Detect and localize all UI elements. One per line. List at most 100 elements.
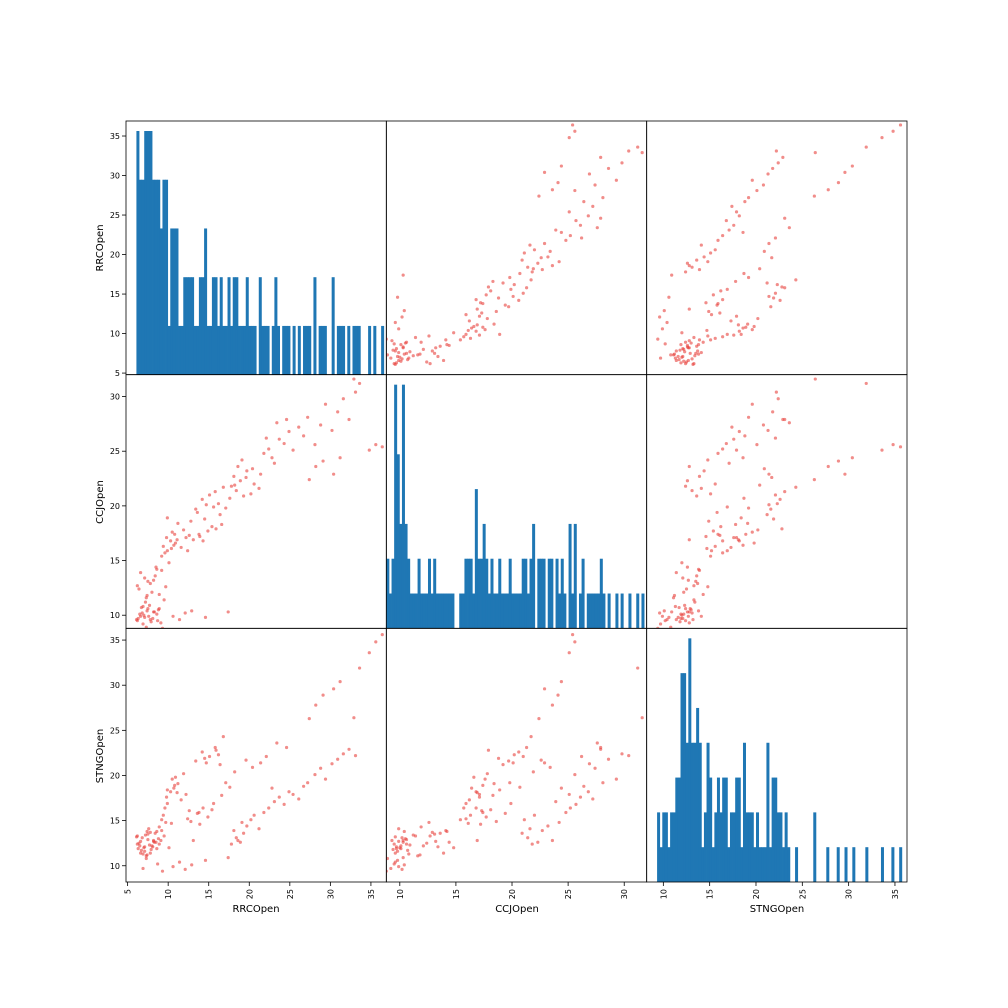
scatter-point bbox=[540, 828, 544, 833]
hist-bar bbox=[243, 325, 247, 375]
scatter-point bbox=[773, 493, 778, 497]
scatter-point bbox=[474, 297, 478, 302]
scatter-point bbox=[721, 447, 725, 451]
scatter-point bbox=[204, 761, 208, 765]
scatter-point bbox=[245, 469, 249, 473]
scatter-point bbox=[135, 584, 139, 588]
scatter-point bbox=[287, 429, 291, 434]
hist-bar bbox=[563, 593, 567, 629]
scatter-point bbox=[770, 475, 774, 480]
scatter-point bbox=[189, 819, 193, 824]
hist-bar bbox=[503, 593, 507, 629]
scatter-point bbox=[458, 338, 462, 342]
scatter-point bbox=[695, 494, 699, 498]
scatter-point bbox=[434, 839, 438, 843]
scatter-point bbox=[683, 619, 688, 623]
scatter-point bbox=[725, 549, 729, 553]
scatter-point bbox=[494, 819, 498, 824]
scatter-point bbox=[730, 425, 734, 429]
scatter-point bbox=[530, 270, 534, 274]
x-tick-label: 35 bbox=[367, 889, 376, 899]
scatter-point bbox=[233, 770, 237, 774]
scatter-point bbox=[669, 625, 673, 629]
hist-bar bbox=[232, 277, 236, 375]
scatter-point bbox=[687, 307, 691, 311]
scatter-point bbox=[744, 532, 748, 536]
scatter-point bbox=[441, 358, 446, 363]
scatter-point bbox=[332, 687, 336, 691]
scatter-point bbox=[539, 256, 543, 260]
hist-bar bbox=[435, 593, 439, 629]
scatter-point bbox=[721, 297, 725, 302]
scatter-point bbox=[347, 747, 351, 751]
scatter-point bbox=[475, 791, 479, 795]
panel-stngopen-vs-stngopen bbox=[646, 627, 908, 883]
scatter-point bbox=[386, 353, 390, 357]
scatter-point bbox=[559, 679, 563, 684]
y-tick-label: 10 bbox=[110, 862, 120, 871]
scatter-point bbox=[264, 436, 268, 440]
scatter-point bbox=[579, 754, 584, 759]
hist-bar bbox=[680, 673, 684, 882]
hist-bar bbox=[716, 777, 720, 882]
scatter-point bbox=[492, 322, 496, 326]
scatter-point bbox=[734, 210, 739, 214]
hist-bar bbox=[198, 277, 202, 375]
scatter-point bbox=[386, 856, 390, 861]
scatter-point bbox=[546, 824, 550, 828]
hist-bar bbox=[615, 593, 619, 629]
scatter-point bbox=[138, 844, 142, 848]
hist-bar bbox=[516, 593, 520, 629]
scatter-point bbox=[464, 801, 468, 806]
scatter-point bbox=[593, 766, 597, 770]
scatter-point bbox=[750, 530, 754, 534]
panel-stngopen-vs-stngopen-frame bbox=[646, 627, 908, 883]
scatter-point bbox=[323, 402, 328, 406]
scatter-point bbox=[532, 248, 537, 252]
scatter-point bbox=[321, 693, 325, 697]
scatter-point bbox=[697, 267, 702, 272]
scatter-point bbox=[151, 610, 156, 614]
scatter-point bbox=[696, 609, 701, 613]
hist-bar bbox=[753, 847, 757, 882]
scatter-point bbox=[394, 346, 399, 351]
scatter-point bbox=[338, 456, 342, 460]
hist-bar bbox=[769, 847, 773, 882]
scatter-point bbox=[211, 801, 216, 806]
hist-bar bbox=[844, 847, 848, 882]
scatter-point bbox=[677, 358, 681, 362]
scatter-point bbox=[783, 490, 787, 494]
scatter-point bbox=[367, 651, 371, 655]
scatter-point bbox=[559, 164, 563, 168]
hist-bar bbox=[204, 228, 208, 375]
hist-bar bbox=[154, 179, 158, 375]
scatter-point bbox=[776, 397, 780, 401]
scatter-point bbox=[149, 847, 153, 852]
scatter-point bbox=[244, 758, 248, 762]
x-tick-label: 10 bbox=[659, 889, 668, 899]
hist-bar bbox=[188, 277, 192, 375]
scatter-point bbox=[674, 349, 678, 353]
scatter-point bbox=[573, 188, 577, 193]
hist-bar bbox=[219, 277, 223, 375]
scatter-point bbox=[277, 795, 281, 799]
scatter-point bbox=[746, 196, 751, 200]
scatter-point bbox=[528, 243, 532, 247]
x-tick-label: 15 bbox=[706, 889, 715, 899]
scatter-point bbox=[498, 788, 502, 792]
hist-bar bbox=[521, 558, 525, 629]
scatter-point bbox=[756, 528, 760, 532]
scatter-point bbox=[663, 342, 667, 346]
scatter-point bbox=[477, 792, 482, 797]
scatter-point bbox=[762, 467, 766, 471]
scatter-point bbox=[213, 745, 217, 750]
scatter-point bbox=[787, 421, 791, 425]
hist-bar bbox=[211, 277, 215, 375]
scatter-point bbox=[172, 543, 176, 547]
hist-bar bbox=[573, 523, 577, 629]
scatter-point bbox=[220, 793, 224, 797]
scatter-point bbox=[573, 129, 577, 133]
scatter-point bbox=[403, 837, 408, 841]
scatter-point bbox=[404, 340, 409, 344]
scatter-point bbox=[674, 570, 678, 575]
